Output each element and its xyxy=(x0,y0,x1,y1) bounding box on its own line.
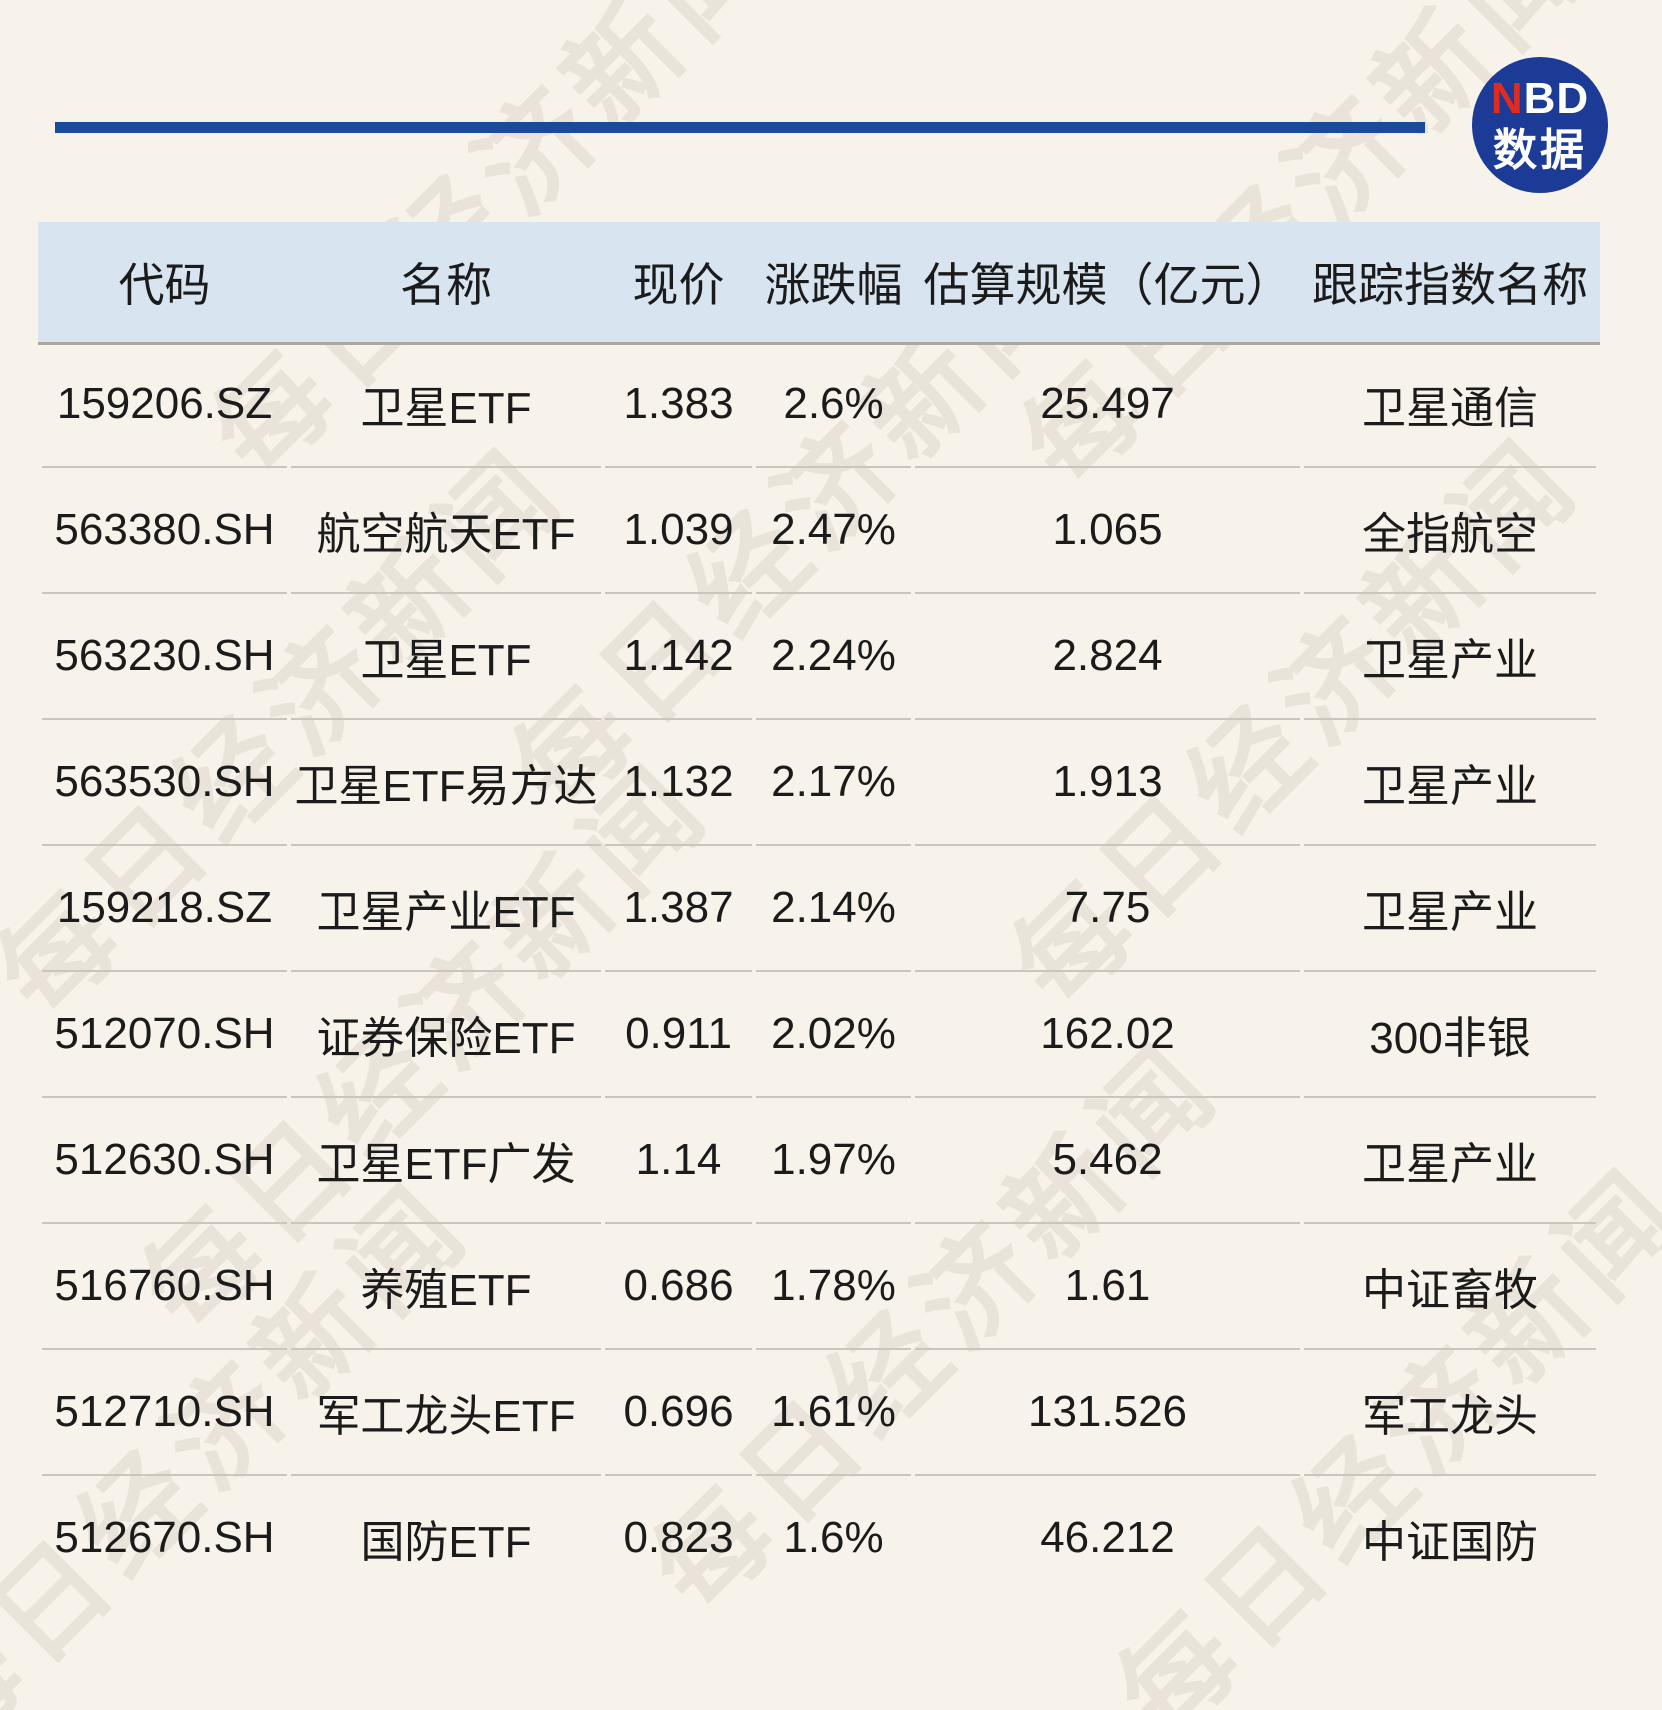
cell-code: 159206.SZ xyxy=(42,342,287,468)
table-row: 159206.SZ 卫星ETF 1.383 2.6% 25.497 卫星通信 xyxy=(42,342,1596,468)
cell-index: 军工龙头 xyxy=(1304,1350,1596,1476)
cell-code: 512070.SH xyxy=(42,972,287,1098)
cell-code: 563530.SH xyxy=(42,720,287,846)
cell-index: 300非银 xyxy=(1304,972,1596,1098)
cell-scale: 1.61 xyxy=(915,1224,1300,1350)
cell-price: 0.686 xyxy=(605,1224,752,1350)
cell-scale: 46.212 xyxy=(1040,1513,1175,1562)
cell-price: 1.132 xyxy=(605,720,752,846)
nbd-logo-n: N xyxy=(1490,74,1524,123)
cell-name: 卫星产业ETF xyxy=(291,846,601,972)
cell-change: 2.02% xyxy=(756,972,911,1098)
cell-index: 卫星通信 xyxy=(1304,342,1596,468)
cell-name: 国防ETF xyxy=(360,1518,532,1567)
table-header-band xyxy=(38,222,1600,345)
cell-change: 2.14% xyxy=(756,846,911,972)
cell-name: 证券保险ETF xyxy=(291,972,601,1098)
etf-table: 代码 名称 现价 涨跌幅 估算规模（亿元） 跟踪指数名称 159206.SZ 卫星… xyxy=(38,222,1600,1600)
cell-name: 航空航天ETF xyxy=(291,468,601,594)
cell-code: 512630.SH xyxy=(42,1098,287,1224)
cell-price: 0.696 xyxy=(605,1350,752,1476)
table-row: 563530.SH 卫星ETF易方达 1.132 2.17% 1.913 卫星产业 xyxy=(42,720,1596,846)
table-row: 516760.SH 养殖ETF 0.686 1.78% 1.61 中证畜牧 xyxy=(42,1224,1596,1350)
cell-index: 中证国防 xyxy=(1362,1518,1538,1567)
cell-name: 养殖ETF xyxy=(291,1224,601,1350)
cell-code: 563230.SH xyxy=(42,594,287,720)
col-header-price: 现价 xyxy=(632,259,725,311)
col-header-change: 涨跌幅 xyxy=(764,259,903,311)
nbd-logo-text: NBD xyxy=(1491,77,1589,121)
cell-price: 1.383 xyxy=(605,342,752,468)
cell-scale: 25.497 xyxy=(915,342,1300,468)
table-body: 159206.SZ 卫星ETF 1.383 2.6% 25.497 卫星通信 563380.… xyxy=(42,342,1596,1600)
cell-price: 0.911 xyxy=(605,972,752,1098)
cell-change: 2.6% xyxy=(756,342,911,468)
cell-scale: 162.02 xyxy=(915,972,1300,1098)
cell-change: 1.61% xyxy=(756,1350,911,1476)
nbd-logo-bd: BD xyxy=(1523,74,1590,123)
cell-code: 563380.SH xyxy=(42,468,287,594)
cell-code: 159218.SZ xyxy=(42,846,287,972)
cell-index: 卫星产业 xyxy=(1304,720,1596,846)
table-header-row: 代码 名称 现价 涨跌幅 估算规模（亿元） 跟踪指数名称 xyxy=(42,222,1596,342)
col-header-code: 代码 xyxy=(118,259,211,311)
cell-code: 512670.SH xyxy=(54,1513,275,1562)
col-header-index: 跟踪指数名称 xyxy=(1312,259,1588,311)
cell-price: 1.142 xyxy=(605,594,752,720)
nbd-logo-sub: 数据 xyxy=(1493,126,1587,175)
col-header-scale: 估算规模（亿元） xyxy=(923,259,1292,311)
cell-name: 军工龙头ETF xyxy=(291,1350,601,1476)
cell-index: 卫星产业 xyxy=(1304,1098,1596,1224)
cell-name: 卫星ETF xyxy=(291,594,601,720)
cell-index: 全指航空 xyxy=(1304,468,1596,594)
cell-change: 2.24% xyxy=(756,594,911,720)
cell-index: 卫星产业 xyxy=(1304,846,1596,972)
cell-code: 516760.SH xyxy=(42,1224,287,1350)
cell-scale: 1.913 xyxy=(915,720,1300,846)
table-row: 512070.SH 证券保险ETF 0.911 2.02% 162.02 300非银 xyxy=(42,972,1596,1098)
cell-scale: 7.75 xyxy=(915,846,1300,972)
cell-name: 卫星ETF易方达 xyxy=(291,720,601,846)
cell-price: 1.039 xyxy=(605,468,752,594)
table-row: 563230.SH 卫星ETF 1.142 2.24% 2.824 卫星产业 xyxy=(42,594,1596,720)
col-header-name: 名称 xyxy=(400,259,492,311)
cell-change: 2.17% xyxy=(756,720,911,846)
cell-price: 1.387 xyxy=(605,846,752,972)
cell-name: 卫星ETF广发 xyxy=(291,1098,601,1224)
cell-scale: 2.824 xyxy=(915,594,1300,720)
cell-index: 卫星产业 xyxy=(1304,594,1596,720)
table-row: 512710.SH 军工龙头ETF 0.696 1.61% 131.526 军工龙头 xyxy=(42,1350,1596,1476)
cell-price: 0.823 xyxy=(623,1513,734,1562)
table-row: 159218.SZ 卫星产业ETF 1.387 2.14% 7.75 卫星产业 xyxy=(42,846,1596,972)
table-row: 512670.SH 国防ETF 0.823 1.6% 46.212 中证国防 xyxy=(42,1476,1596,1600)
cell-change: 2.47% xyxy=(756,468,911,594)
cell-name: 卫星ETF xyxy=(291,342,601,468)
cell-scale: 131.526 xyxy=(915,1350,1300,1476)
cell-change: 1.97% xyxy=(756,1098,911,1224)
cell-change: 1.6% xyxy=(783,1513,884,1562)
cell-change: 1.78% xyxy=(756,1224,911,1350)
cell-scale: 5.462 xyxy=(915,1098,1300,1224)
table-row: 563380.SH 航空航天ETF 1.039 2.47% 1.065 全指航空 xyxy=(42,468,1596,594)
top-divider-line xyxy=(55,122,1425,133)
nbd-logo: NBD 数据 xyxy=(1472,57,1608,193)
cell-scale: 1.065 xyxy=(915,468,1300,594)
cell-code: 512710.SH xyxy=(42,1350,287,1476)
cell-price: 1.14 xyxy=(605,1098,752,1224)
cell-index: 中证畜牧 xyxy=(1304,1224,1596,1350)
table-row: 512630.SH 卫星ETF广发 1.14 1.97% 5.462 卫星产业 xyxy=(42,1098,1596,1224)
